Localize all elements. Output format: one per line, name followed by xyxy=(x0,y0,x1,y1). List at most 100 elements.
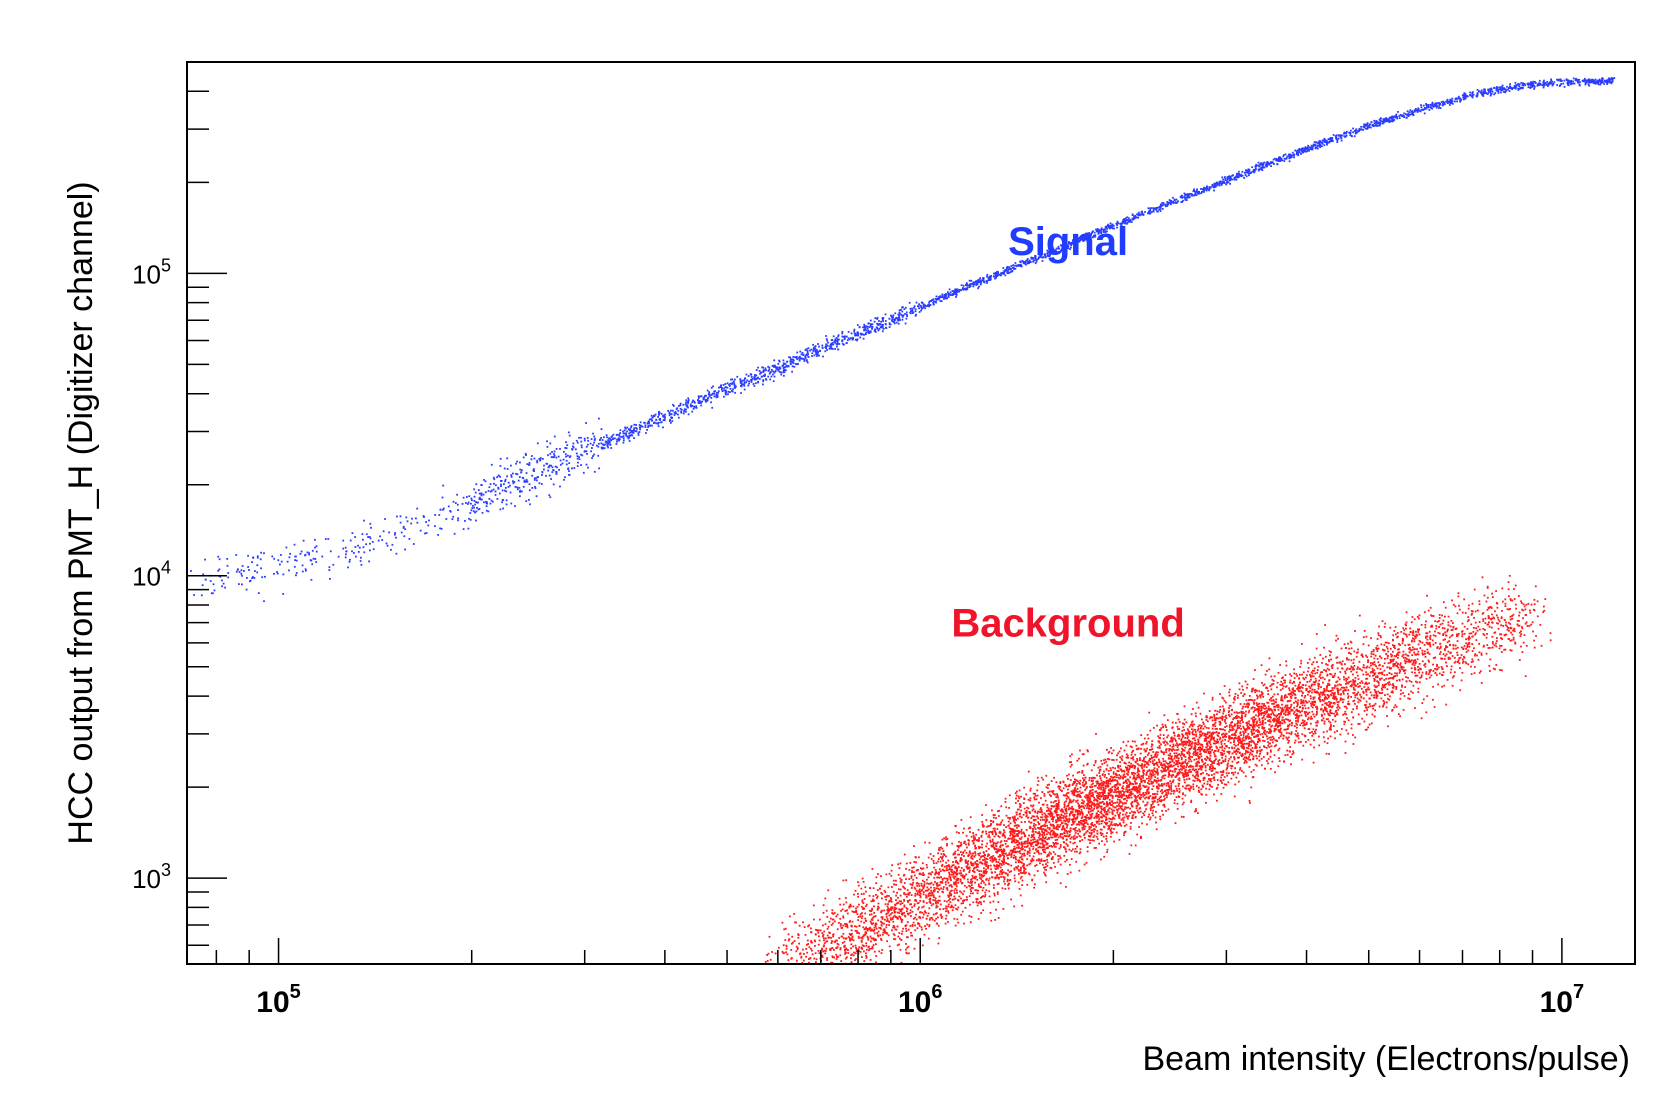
signal-point xyxy=(385,542,388,545)
signal-point xyxy=(568,434,571,437)
signal-point xyxy=(1382,118,1385,120)
signal-point xyxy=(1442,102,1444,105)
background-point xyxy=(1316,712,1318,715)
signal-point xyxy=(723,395,725,398)
signal-point xyxy=(1381,122,1384,125)
background-point xyxy=(1176,802,1179,805)
background-point xyxy=(1457,592,1460,595)
signal-point xyxy=(922,303,925,306)
signal-point xyxy=(671,420,674,422)
signal-point xyxy=(915,313,917,316)
signal-point xyxy=(1476,93,1479,95)
signal-point xyxy=(1212,186,1215,188)
signal-point xyxy=(553,454,556,457)
signal-point xyxy=(829,345,831,348)
signal-point xyxy=(648,418,651,421)
signal-point xyxy=(517,479,520,482)
signal-point xyxy=(891,319,893,322)
signal-point xyxy=(410,522,413,525)
signal-point xyxy=(909,307,912,310)
signal-point xyxy=(867,331,870,334)
signal-point xyxy=(1111,227,1114,229)
signal-point xyxy=(903,308,906,310)
signal-point xyxy=(1313,141,1316,143)
signal-point xyxy=(838,343,841,345)
signal-point xyxy=(1049,253,1051,256)
signal-point xyxy=(1116,226,1118,229)
background-point xyxy=(860,917,863,920)
background-point xyxy=(1253,707,1256,709)
signal-point xyxy=(989,279,991,281)
background-point xyxy=(1426,594,1428,597)
signal-point xyxy=(1012,264,1014,267)
signal-point xyxy=(1323,144,1326,147)
signal-point xyxy=(600,442,603,445)
background-point xyxy=(1271,760,1274,763)
signal-point xyxy=(428,519,430,522)
signal-point xyxy=(1218,184,1221,187)
signal-point xyxy=(500,483,502,486)
signal-point xyxy=(1227,181,1230,184)
signal-point xyxy=(473,506,475,509)
signal-point xyxy=(722,384,725,386)
signal-point xyxy=(314,546,316,549)
signal-point xyxy=(1083,239,1086,241)
background-point xyxy=(993,887,995,889)
background-point xyxy=(1367,673,1369,676)
signal-point xyxy=(1247,172,1250,174)
signal-point xyxy=(810,348,813,351)
signal-point xyxy=(939,296,942,299)
signal-point xyxy=(1149,207,1152,210)
background-point xyxy=(1418,633,1421,636)
background-point xyxy=(1104,758,1107,761)
signal-point xyxy=(1030,257,1033,260)
signal-point xyxy=(1428,109,1431,111)
background-point xyxy=(1199,747,1202,750)
signal-point xyxy=(595,444,598,447)
signal-point xyxy=(1168,199,1171,201)
background-point xyxy=(1317,691,1320,694)
signal-point xyxy=(743,388,746,391)
signal-point xyxy=(1495,87,1498,90)
background-point xyxy=(948,871,950,874)
background-point xyxy=(1445,703,1448,706)
background-point xyxy=(1064,794,1066,797)
signal-point xyxy=(1214,186,1217,188)
signal-point xyxy=(1212,184,1214,187)
background-point xyxy=(1425,671,1428,673)
signal-point xyxy=(1010,265,1013,267)
signal-point xyxy=(1390,116,1393,118)
signal-point xyxy=(1391,117,1394,120)
background-point xyxy=(1297,716,1300,718)
signal-point xyxy=(1304,146,1307,149)
background-point xyxy=(1276,722,1279,724)
background-point xyxy=(1148,711,1151,714)
signal-point xyxy=(548,464,551,467)
signal-point xyxy=(593,439,596,441)
background-point xyxy=(1132,774,1135,777)
background-point xyxy=(1065,823,1068,825)
signal-point xyxy=(1297,151,1300,154)
background-point xyxy=(1313,696,1316,699)
signal-point xyxy=(1543,84,1546,87)
background-point xyxy=(1089,817,1092,820)
signal-point xyxy=(1065,244,1068,247)
background-point xyxy=(1320,713,1323,716)
signal-point xyxy=(650,414,653,417)
signal-point xyxy=(533,457,536,460)
signal-point xyxy=(1126,221,1129,224)
signal-point xyxy=(1519,86,1522,89)
signal-point xyxy=(499,457,502,460)
background-point xyxy=(1018,797,1021,800)
signal-point xyxy=(516,473,519,476)
background-point xyxy=(1066,819,1068,822)
background-point xyxy=(960,867,963,869)
background-point xyxy=(1390,655,1393,658)
signal-point xyxy=(408,538,411,540)
background-point xyxy=(1055,842,1057,844)
background-point xyxy=(1358,660,1361,663)
signal-point xyxy=(757,366,759,369)
signal-point xyxy=(956,289,958,292)
background-point xyxy=(1248,800,1251,802)
signal-point xyxy=(1396,117,1399,120)
